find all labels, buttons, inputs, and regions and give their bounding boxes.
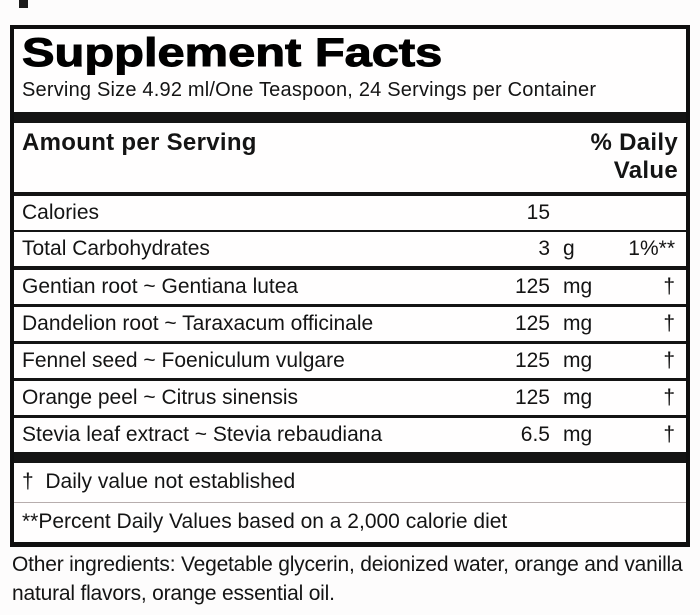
panel-title: Supplement Facts [21,31,443,76]
nutrient-amount: 3 [538,236,550,260]
amount-column-header: Amount per Serving [22,129,257,156]
row-divider [14,377,686,381]
thick-divider-top [14,112,686,123]
nutrient-amount: 6.5 [520,422,550,446]
nutrient-unit: g [563,236,575,260]
row-divider [14,303,686,307]
nutrient-amount: 15 [526,200,550,224]
daily-value-column-header: % Daily Value [591,129,678,185]
row-divider [14,229,686,232]
serving-size-line: Serving Size 4.92 ml/One Teaspoon, 24 Se… [22,79,597,101]
nutrient-unit: mg [563,311,593,335]
footnote-percent-daily-values: **Percent Daily Values based on a 2,000 … [22,509,508,533]
nutrient-row-orange-peel: Orange peel ~ Citrus sinensis 125 mg † [14,381,686,415]
nutrient-daily-value: † [663,385,675,409]
row-divider [14,414,686,418]
nutrient-daily-value: † [663,348,675,372]
nutrient-daily-value: † [663,422,675,446]
nutrient-unit: mg [563,348,593,372]
nutrient-row-calories: Calories 15 [14,196,686,230]
header-divider [14,191,686,196]
nutrient-unit: mg [563,274,593,298]
row-divider [14,340,686,344]
nutrient-amount: 125 [514,385,550,409]
nutrient-daily-value: 1%** [628,236,675,260]
supplement-facts-panel: Supplement Facts Serving Size 4.92 ml/On… [10,25,690,547]
nutrient-name: Dandelion root ~ Taraxacum officinale [22,311,374,335]
nutrient-name: Stevia leaf extract ~ Stevia rebaudiana [22,422,383,446]
nutrient-name: Orange peel ~ Citrus sinensis [22,385,299,409]
footnote-daily-value: † Daily value not established [22,469,296,493]
other-ingredients-text: Other ingredients: Vegetable glycerin, d… [12,553,683,605]
nutrient-name: Calories [22,200,100,224]
daily-value-header-line1: % Daily [590,129,678,156]
nutrient-name: Gentian root ~ Gentiana lutea [22,274,299,298]
nutrient-name: Fennel seed ~ Foeniculum vulgare [22,348,345,372]
thick-divider-bottom [14,451,686,463]
nutrient-row-stevia: Stevia leaf extract ~ Stevia rebaudiana … [14,418,686,452]
daily-value-header-line2: Value [613,156,678,184]
nutrient-unit: mg [563,422,593,446]
print-artifact [19,0,28,8]
footnote-divider [14,501,686,503]
nutrient-name: Total Carbohydrates [22,236,210,260]
nutrient-row-fennel: Fennel seed ~ Foeniculum vulgare 125 mg … [14,344,686,378]
nutrient-row-dandelion: Dandelion root ~ Taraxacum officinale 12… [14,307,686,341]
section-divider [14,265,686,270]
nutrient-row-carbohydrates: Total Carbohydrates 3 g 1%** [14,232,686,266]
nutrient-daily-value: † [663,274,675,298]
nutrient-daily-value: † [663,311,675,335]
nutrient-unit: mg [563,385,593,409]
nutrient-amount: 125 [514,311,550,335]
nutrient-row-gentian: Gentian root ~ Gentiana lutea 125 mg † [14,270,686,304]
nutrient-amount: 125 [514,274,550,298]
column-header-row: Amount per Serving % Daily Value [14,123,686,192]
nutrient-amount: 125 [514,348,550,372]
